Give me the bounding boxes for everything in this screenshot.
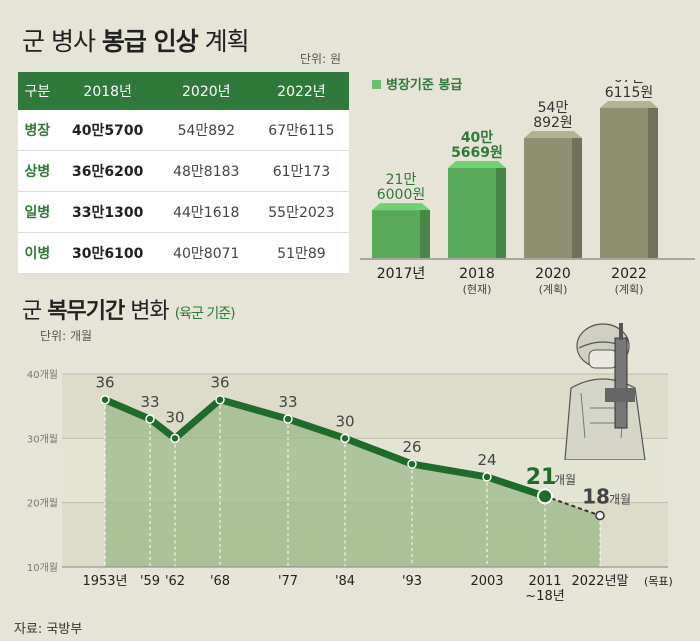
legend-swatch xyxy=(372,80,381,89)
col-header: 2022년 xyxy=(253,72,349,110)
x-tick-label: '93 xyxy=(402,574,422,589)
cell: 40만8071 xyxy=(158,232,254,274)
col-header: 2020년 xyxy=(158,72,254,110)
bar-side xyxy=(496,168,506,258)
cell: 33만1300 xyxy=(56,191,159,233)
pay-unit: 단위: 원 xyxy=(300,52,341,66)
y-tick-label: 40개월 xyxy=(27,369,58,381)
area-fill xyxy=(105,399,600,567)
x-tick-label: 2022년말 xyxy=(571,574,628,589)
col-header: 구분 xyxy=(18,72,57,110)
data-point xyxy=(595,510,605,521)
cell: 67만6115 xyxy=(253,110,349,151)
data-point xyxy=(482,472,492,482)
bar-top xyxy=(372,203,430,211)
cell: 51만89 xyxy=(253,232,349,274)
rank-cell: 상병 xyxy=(18,150,57,192)
x-tick-label: 2011 xyxy=(528,574,561,589)
data-point xyxy=(537,488,553,505)
data-point xyxy=(100,394,110,405)
data-point xyxy=(407,459,417,469)
bar-value-label: 40만 xyxy=(461,130,493,146)
bar-value-label: 21만 xyxy=(386,172,417,188)
x-tick-note: ~18년 xyxy=(525,589,564,604)
x-tick-label: 2017년 xyxy=(377,266,426,282)
bar-value-label: 892원 xyxy=(533,115,573,131)
x-tick-label: 2003 xyxy=(470,574,503,589)
x-tick-label: '59 xyxy=(140,574,160,589)
data-label: 33 xyxy=(278,393,297,411)
rank-cell: 이병 xyxy=(18,232,57,274)
data-label: 21 xyxy=(526,465,557,490)
x-tick-label: 2018 xyxy=(459,266,495,282)
data-label-unit: 개월 xyxy=(609,493,631,507)
cell: 44만1618 xyxy=(158,191,254,233)
x-tick-label: '77 xyxy=(278,574,298,589)
data-label: 24 xyxy=(477,451,496,469)
x-tick-label: '68 xyxy=(210,574,230,589)
pay-title: 군 병사 봉급 인상 계획 xyxy=(22,27,250,56)
table-row: 병장 40만5700 54만892 67만6115 xyxy=(18,110,349,151)
pay-table-header: 구분 2018년 2020년 2022년 xyxy=(18,72,349,110)
table-row: 이병 30만6100 40만8071 51만89 xyxy=(18,232,349,274)
bar-legend: 병장기준 봉급 xyxy=(372,74,462,93)
y-tick-label: 30개월 xyxy=(27,433,58,445)
pay-table: 구분 2018년 2020년 2022년 병장 40만5700 54만892 6… xyxy=(18,72,349,274)
data-label: 36 xyxy=(210,374,229,392)
bar-value-label: 67만 xyxy=(614,80,645,86)
bar-top xyxy=(524,131,582,138)
table-row: 일병 33만1300 44만1618 55만2023 xyxy=(18,191,349,233)
bar-value-label: 6000원 xyxy=(377,187,426,203)
data-label: 30 xyxy=(335,412,354,430)
x-tick-note: (현재) xyxy=(463,283,492,296)
cell: 36만6200 xyxy=(56,150,159,192)
data-label: 26 xyxy=(402,438,421,456)
service-title: 군 복무기간 변화 (육군 기준) xyxy=(22,299,236,324)
x-tick-label: 2020 xyxy=(535,266,571,282)
x-tick-note: (계획) xyxy=(615,283,644,296)
data-point xyxy=(215,394,225,405)
col-header: 2018년 xyxy=(56,72,159,110)
y-tick-label: 10개월 xyxy=(27,562,58,574)
cell: 30만6100 xyxy=(56,232,159,274)
x-tick-label: 1953년 xyxy=(82,574,127,589)
data-label: 18 xyxy=(582,485,610,509)
cell: 48만8183 xyxy=(158,150,254,192)
x-tick-label: '84 xyxy=(335,574,355,589)
bar-side xyxy=(420,210,430,258)
data-label: 36 xyxy=(95,374,114,392)
bar-value-label: 6115원 xyxy=(605,85,654,101)
bar-side xyxy=(572,138,582,258)
data-point xyxy=(170,433,180,444)
data-label: 30 xyxy=(165,408,184,426)
data-label: 33 xyxy=(140,393,159,411)
x-tick-label: 2022 xyxy=(611,266,647,282)
rank-cell: 병장 xyxy=(18,110,57,151)
bar-value-label: 5669원 xyxy=(451,145,503,161)
service-unit: 단위: 개월 xyxy=(40,329,93,343)
y-tick-label: 20개월 xyxy=(27,498,58,510)
cell: 55만2023 xyxy=(253,191,349,233)
bar-value-label: 54만 xyxy=(538,100,569,116)
cell: 40만5700 xyxy=(56,110,159,151)
source-text: 자료: 국방부 xyxy=(14,622,83,637)
rank-cell: 일병 xyxy=(18,191,57,233)
data-point xyxy=(340,433,350,444)
x-tick-note: (목표) xyxy=(644,575,673,588)
x-tick-note: (계획) xyxy=(539,283,568,296)
bar-top xyxy=(600,101,658,108)
x-tick-label: '62 xyxy=(165,574,185,589)
cell: 61만173 xyxy=(253,150,349,192)
data-point xyxy=(283,414,293,424)
table-row: 상병 36만6200 48만8183 61만173 xyxy=(18,150,349,192)
soldier-illustration xyxy=(564,323,646,460)
bar-top xyxy=(448,161,506,168)
data-label-unit: 개월 xyxy=(554,473,576,487)
data-point xyxy=(145,414,155,424)
bar-side xyxy=(648,108,658,258)
cell: 54만892 xyxy=(158,110,254,151)
projection-line xyxy=(544,495,601,517)
